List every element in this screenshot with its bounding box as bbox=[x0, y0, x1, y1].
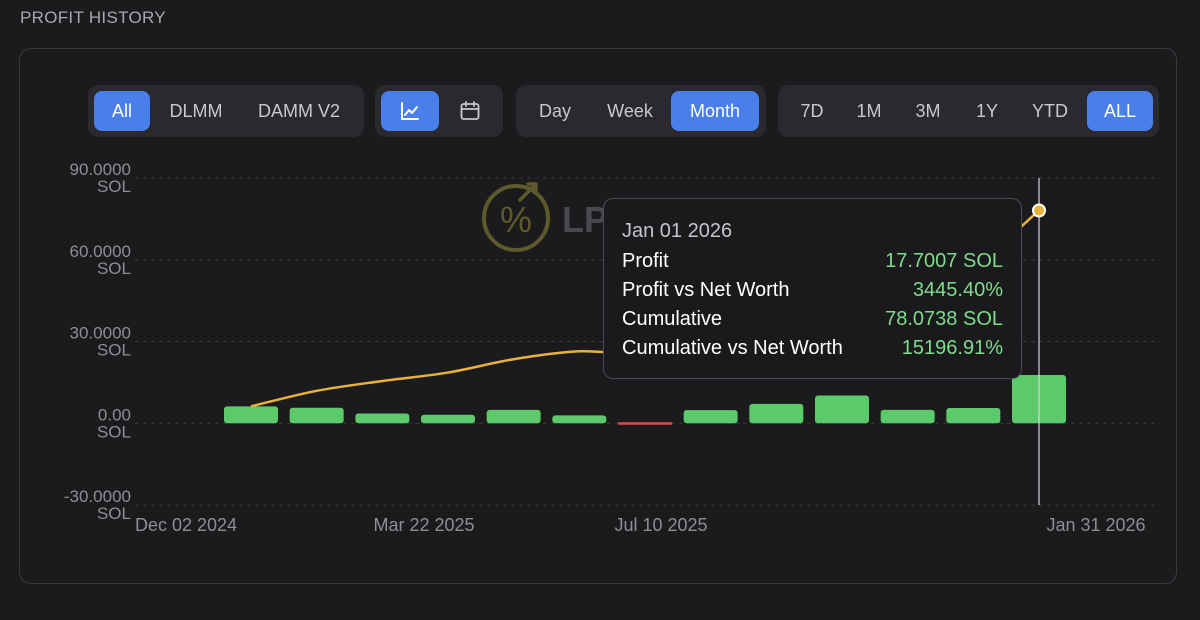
granularity-day-button[interactable]: Day bbox=[538, 100, 571, 121]
profit-bar bbox=[880, 409, 935, 424]
tooltip-row-profit-vs-net-worth: Profit vs Net Worth 3445.40% bbox=[622, 279, 1003, 305]
tooltip-value: 3445.40% bbox=[912, 279, 1003, 301]
tooltip-value: 17.7007 SOL bbox=[885, 250, 1003, 272]
profit-bar bbox=[224, 406, 278, 424]
range-ytd-button[interactable]: YTD bbox=[1032, 100, 1068, 121]
tooltip-row-cumulative: Cumulative 78.0738 SOL bbox=[622, 308, 1003, 334]
time-range-filter: 7D 1M 3M 1Y YTD ALL bbox=[778, 85, 1159, 137]
y-tick-label: 60.0000 SOL bbox=[70, 242, 131, 278]
calendar-view-button[interactable] bbox=[443, 91, 497, 131]
pool-type-filter: All DLMM DAMM V2 bbox=[88, 85, 364, 137]
x-tick-label: Mar 22 2025 bbox=[373, 515, 474, 535]
calendar-icon bbox=[460, 101, 480, 120]
tooltip-row-cumulative-vs-net-worth: Cumulative vs Net Worth 15196.91% bbox=[622, 337, 1003, 363]
x-tick-label: Jul 10 2025 bbox=[614, 515, 707, 535]
range-1m-button[interactable]: 1M bbox=[856, 100, 882, 121]
highlighted-point bbox=[1032, 203, 1046, 218]
range-all-button[interactable]: ALL bbox=[1087, 91, 1153, 131]
profit-bar-negative bbox=[618, 422, 672, 425]
granularity-filter: Day Week Month bbox=[516, 85, 766, 137]
range-3m-button[interactable]: 3M bbox=[915, 100, 941, 121]
tooltip-value: 78.0738 SOL bbox=[885, 308, 1003, 330]
line-chart-icon bbox=[401, 102, 419, 120]
section-title: PROFIT HISTORY bbox=[20, 8, 166, 27]
watermark-text: LP bbox=[562, 199, 608, 240]
watermark-logo: % LP bbox=[482, 182, 608, 252]
filter-dlmm-button[interactable]: DLMM bbox=[169, 100, 223, 121]
filter-all-button[interactable]: All bbox=[94, 91, 150, 131]
tooltip-label: Profit vs Net Worth bbox=[622, 279, 790, 301]
profit-bar bbox=[552, 415, 607, 424]
y-tick-label: -30.0000 SOL bbox=[64, 487, 131, 523]
tooltip-value: 15196.91% bbox=[901, 337, 1003, 359]
tooltip-label: Cumulative bbox=[622, 308, 723, 330]
profit-bar bbox=[683, 410, 738, 424]
tooltip-date: Jan 01 2026 bbox=[622, 220, 733, 242]
range-1y-button[interactable]: 1Y bbox=[975, 100, 999, 121]
y-tick-label: 30.0000 SOL bbox=[70, 324, 131, 360]
filter-damm-v2-button[interactable]: DAMM V2 bbox=[257, 100, 340, 121]
y-tick-label: 0.00 SOL bbox=[97, 405, 131, 441]
profit-bar bbox=[815, 395, 869, 424]
y-tick-label: 90.0000 SOL bbox=[70, 160, 131, 196]
profit-bar bbox=[749, 403, 804, 424]
tooltip-row-profit: Profit 17.7007 SOL bbox=[622, 250, 1003, 276]
range-7d-button[interactable]: 7D bbox=[800, 100, 824, 121]
granularity-month-button[interactable]: Month bbox=[671, 91, 759, 131]
x-tick-label: Dec 02 2024 bbox=[135, 515, 237, 535]
profit-bar bbox=[289, 407, 344, 424]
x-tick-label: Jan 31 2026 bbox=[1046, 515, 1145, 535]
profit-bar bbox=[486, 409, 541, 424]
profit-bar bbox=[355, 413, 410, 424]
granularity-week-button[interactable]: Week bbox=[607, 100, 653, 121]
tooltip-label: Cumulative vs Net Worth bbox=[622, 337, 843, 359]
profit-bar bbox=[946, 407, 1001, 424]
view-mode-toggle bbox=[375, 85, 503, 137]
chart-tooltip: Jan 01 2026 Profit 17.7007 SOL Profit vs… bbox=[603, 198, 1022, 379]
svg-text:%: % bbox=[500, 199, 532, 240]
tooltip-label: Profit bbox=[622, 250, 669, 272]
line-chart-view-button[interactable] bbox=[381, 91, 439, 131]
profit-bar bbox=[421, 414, 475, 424]
